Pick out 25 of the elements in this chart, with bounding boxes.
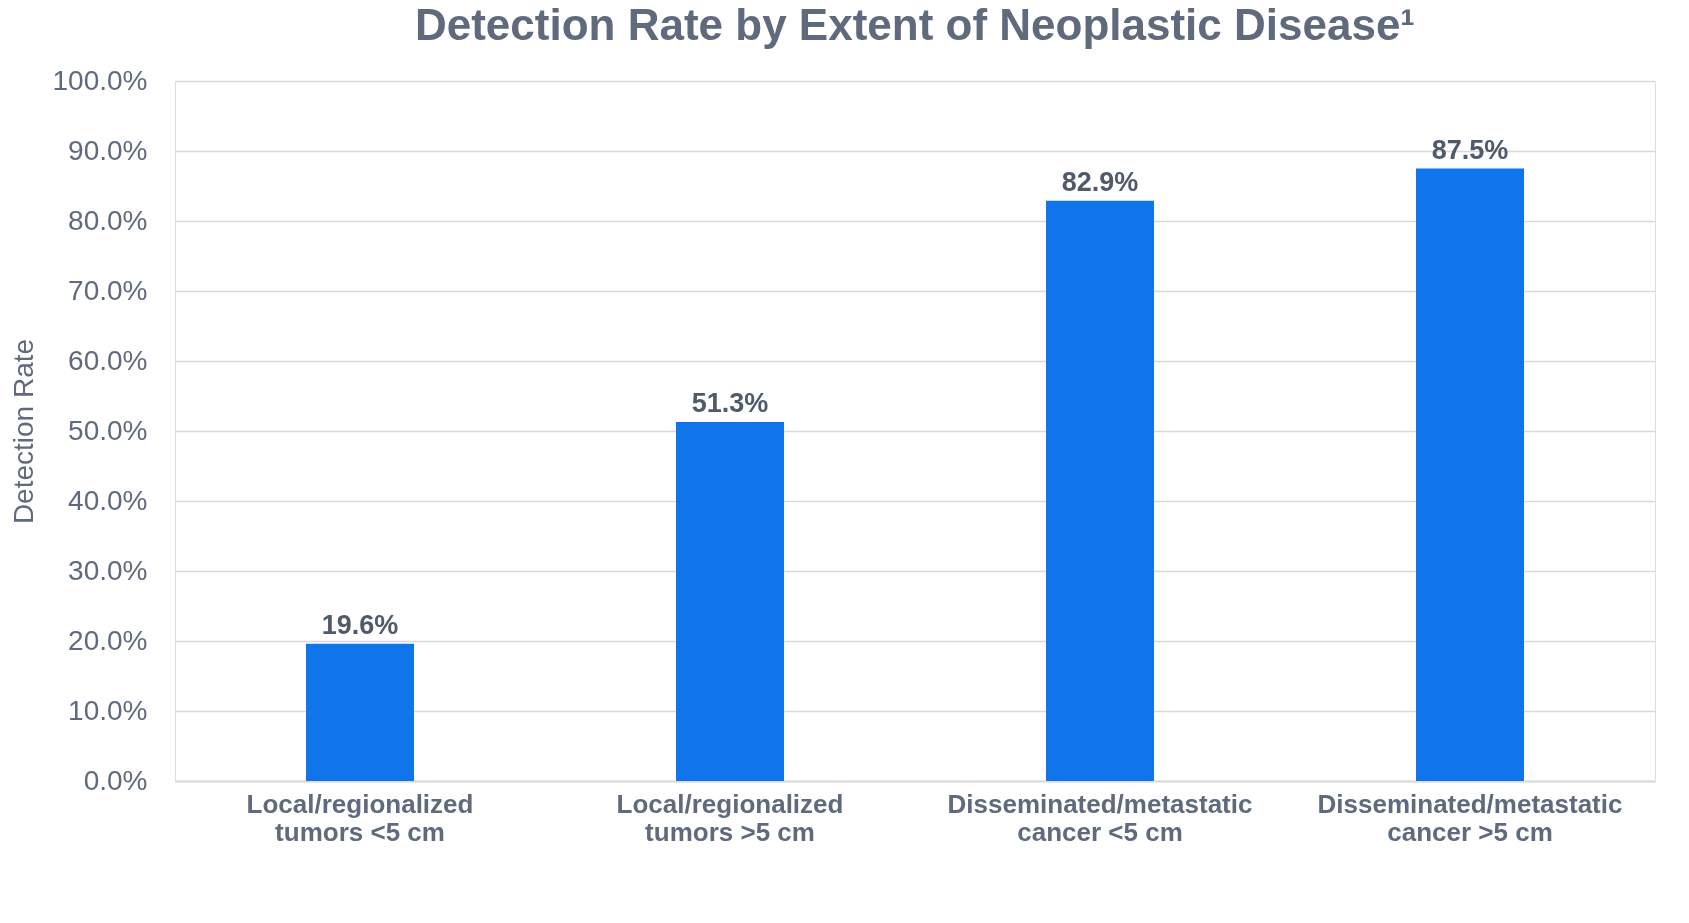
chart-title: Detection Rate by Extent of Neoplastic Disease¹ [414,0,1416,49]
y-tick-label: 0.0% [83,764,148,796]
y-tick-label: 100.0% [52,64,148,96]
y-tick-label: 30.0% [68,554,148,586]
y-tick-label: 20.0% [68,624,148,656]
y-tick-label: 40.0% [68,484,148,516]
data-label: 51.3% [691,387,769,418]
y-tick-label: 60.0% [68,344,148,376]
data-label: 82.9% [1061,166,1139,197]
y-tick-label: 70.0% [68,274,148,306]
bar [1046,200,1154,781]
y-tick-label: 50.0% [68,414,148,446]
x-tick-label: Local/regionalized tumors >5 cm [616,788,844,847]
x-tick-label: Disseminated/metastatic cancer >5 cm [1317,788,1623,847]
x-tick-label: Local/regionalized tumors <5 cm [246,788,474,847]
y-axis-title: Detection Rate [7,338,39,525]
y-tick-label: 10.0% [68,694,148,726]
data-label: 19.6% [321,609,399,640]
x-tick-label: Disseminated/metastatic cancer <5 cm [947,788,1253,847]
y-tick-label: 90.0% [68,134,148,166]
data-label: 87.5% [1431,134,1509,165]
y-tick-label: 80.0% [68,204,148,236]
bar [1416,168,1524,781]
bar [306,643,414,781]
bar [676,421,784,781]
